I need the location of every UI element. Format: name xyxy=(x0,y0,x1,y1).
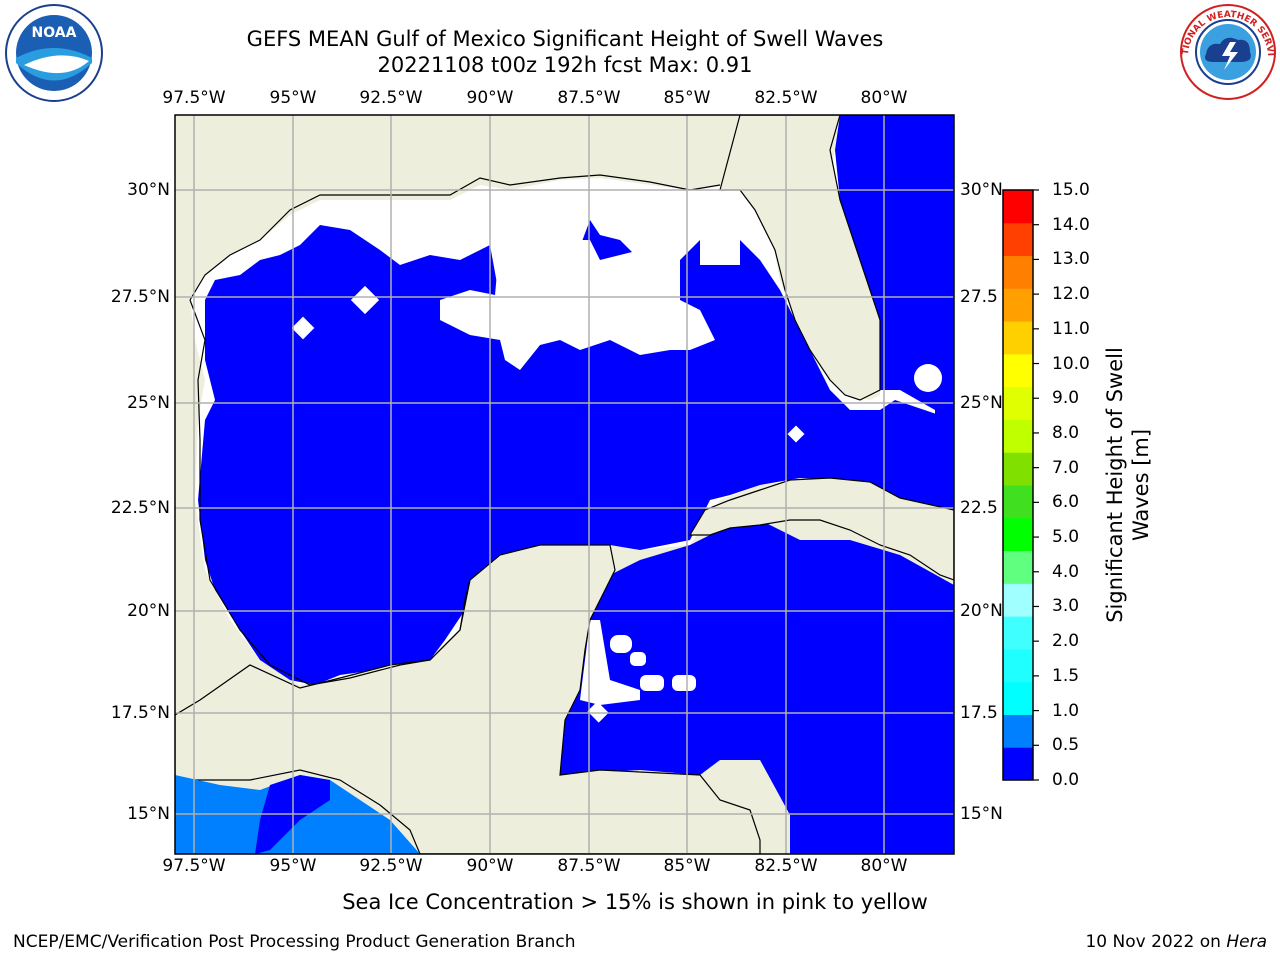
map-frame xyxy=(174,114,955,855)
lon-tick-bottom: 92.5°W xyxy=(359,856,423,876)
coastline-north xyxy=(189,174,721,301)
lat-tick-right: 22.5 xyxy=(960,498,998,518)
chart-title: GEFS MEAN Gulf of Mexico Significant Hei… xyxy=(246,27,884,51)
colorbar-tick-label: 0.5 xyxy=(1052,735,1080,756)
colorbar-swatch xyxy=(1003,681,1033,715)
colorbar-swatch xyxy=(1003,747,1033,781)
lon-tick-top: 80°W xyxy=(860,88,908,108)
sea-ice-note: Sea Ice Concentration > 15% is shown in … xyxy=(342,890,928,914)
colorbar-tick-label: 14.0 xyxy=(1052,214,1090,235)
lat-tick-right: 17.5 xyxy=(960,703,998,723)
ocean-white-patch xyxy=(440,240,715,370)
colorbar-frame xyxy=(1002,189,1034,781)
colorbar-tick-label: 4.0 xyxy=(1052,561,1080,582)
colorbar-tick-label: 5.0 xyxy=(1052,527,1080,548)
lon-tick-bottom: 80°W xyxy=(860,856,908,876)
colorbar-swatch xyxy=(1003,419,1033,453)
lon-tick-bottom: 82.5°W xyxy=(754,856,818,876)
footer-credit: NCEP/EMC/Verification Post Processing Pr… xyxy=(13,932,576,952)
lon-tick-top: 95°W xyxy=(269,88,317,108)
footer-date-text: 10 Nov 2022 on xyxy=(1085,932,1227,952)
colorbar-tick-label: 6.0 xyxy=(1052,492,1080,513)
lat-tick-right: 27.5 xyxy=(960,287,998,307)
colorbar-swatch xyxy=(1003,517,1033,552)
colorbar-tick-label: 13.0 xyxy=(1052,249,1090,270)
colorbar-swatch xyxy=(1003,386,1033,420)
lon-tick-top: 90°W xyxy=(466,88,514,108)
colorbar-tick-label: 1.0 xyxy=(1052,700,1080,721)
cuba xyxy=(688,477,954,581)
colorbar-swatch xyxy=(1003,321,1033,355)
lat-tick-right: 25°N xyxy=(960,393,1003,413)
lon-tick-top: 82.5°W xyxy=(754,88,818,108)
colorbar-swatch xyxy=(1003,485,1033,519)
lon-tick-top: 97.5°W xyxy=(162,88,226,108)
colorbar-tick-label: 8.0 xyxy=(1052,422,1080,443)
lon-tick-top: 85°W xyxy=(663,88,711,108)
lon-tick-bottom: 97.5°W xyxy=(162,856,226,876)
lat-tick-left: 22.5°N xyxy=(110,498,170,518)
colorbar-tick-label: 15.0 xyxy=(1052,180,1090,200)
colorbar-tick-label: 2.0 xyxy=(1052,631,1080,652)
footer-date: 10 Nov 2022 on Hera xyxy=(1085,932,1267,952)
colorbar-swatch xyxy=(1003,222,1033,257)
lon-tick-top: 87.5°W xyxy=(557,88,621,108)
atlantic-ocean xyxy=(835,115,954,505)
colorbar-label-line1: Significant Height of Swell xyxy=(1103,347,1127,623)
lon-tick-bottom: 90°W xyxy=(466,856,514,876)
coastline-west xyxy=(189,299,471,686)
colorbar-swatch xyxy=(1003,714,1033,748)
chart-subtitle: 20221108 t00z 192h fcst Max: 0.91 xyxy=(377,53,753,77)
lon-tick-bottom: 95°W xyxy=(269,856,317,876)
lat-tick-left: 30°N xyxy=(127,180,170,200)
colorbar-swatch xyxy=(1003,288,1033,322)
lat-tick-left: 15°N xyxy=(127,804,170,824)
lon-tick-bottom: 85°W xyxy=(663,856,711,876)
colorbar-label-line2: Waves [m] xyxy=(1129,428,1153,542)
colorbar-swatch xyxy=(1003,255,1033,289)
lon-tick-top: 92.5°W xyxy=(359,88,423,108)
noaa-logo: NOAA xyxy=(5,4,103,102)
nws-logo: NATIONAL WEATHER SERVICE xyxy=(1178,2,1276,100)
lat-tick-left: 27.5°N xyxy=(110,287,170,307)
colorbar-swatch xyxy=(1003,190,1033,224)
colorbar-tick-label: 11.0 xyxy=(1052,318,1090,339)
colorbar-label: Significant Height of Swell Waves [m] xyxy=(1102,347,1154,623)
colorbar-swatch xyxy=(1003,550,1033,584)
caribbean-ocean xyxy=(555,520,954,854)
lat-tick-right: 30°N xyxy=(960,180,1003,200)
colorbar-swatch xyxy=(1003,452,1033,486)
lat-tick-right: 20°N xyxy=(960,601,1003,621)
colorbar-swatch xyxy=(1003,353,1033,388)
lat-tick-left: 25°N xyxy=(127,393,170,413)
colorbar-tick-label: 3.0 xyxy=(1052,596,1080,617)
colorbar-swatch xyxy=(1003,583,1033,617)
colorbar-swatch xyxy=(1003,648,1033,683)
colorbar-tick-label: 7.0 xyxy=(1052,457,1080,478)
svg-text:NOAA: NOAA xyxy=(32,25,77,41)
lat-tick-left: 17.5°N xyxy=(110,703,170,723)
colorbar-tick-label: 12.0 xyxy=(1052,284,1090,305)
gridlines xyxy=(175,115,954,854)
colorbar-tick-label: 0.0 xyxy=(1052,770,1080,790)
footer-host: Hera xyxy=(1226,932,1267,952)
colorbar-tick-label: 10.0 xyxy=(1052,353,1090,374)
lat-tick-right: 15°N xyxy=(960,804,1003,824)
colorbar-tick-label: 1.5 xyxy=(1052,665,1080,686)
lon-tick-bottom: 87.5°W xyxy=(557,856,621,876)
lat-tick-left: 20°N xyxy=(127,601,170,621)
colorbar-swatch xyxy=(1003,616,1033,650)
colorbar xyxy=(1002,189,1039,781)
colorbar-tick-label: 9.0 xyxy=(1052,388,1080,409)
gulf-ocean-blue xyxy=(198,220,954,685)
